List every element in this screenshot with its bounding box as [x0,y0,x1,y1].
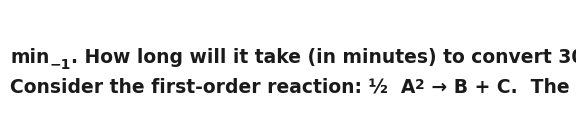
Text: Consider the first-order reaction: ½  A: Consider the first-order reaction: ½ A [10,77,415,96]
Text: min: min [10,48,50,66]
Text: → B + C.  The rate constant is found to be 3.15 x 10: → B + C. The rate constant is found to b… [425,77,576,96]
Text: −1: −1 [50,57,71,71]
Text: 2: 2 [415,77,425,91]
Text: . How long will it take (in minutes) to convert 30% A: . How long will it take (in minutes) to … [71,48,576,66]
